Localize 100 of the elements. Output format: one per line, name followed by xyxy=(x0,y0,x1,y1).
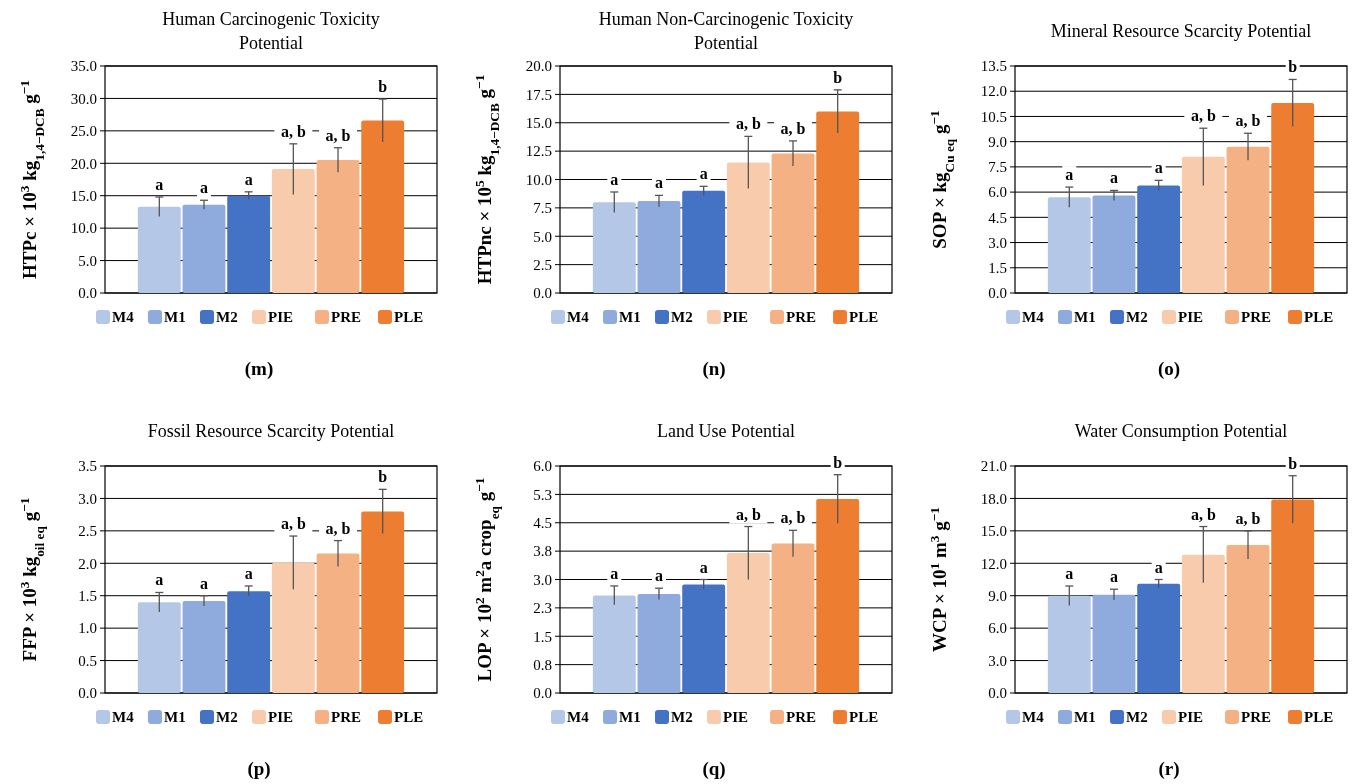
bar xyxy=(137,206,181,293)
bar xyxy=(682,584,726,693)
y-tick-label: 1.5 xyxy=(533,628,552,645)
text: (m) xyxy=(244,358,274,380)
legend-label: M4 xyxy=(1022,709,1045,726)
bar xyxy=(271,169,315,293)
bar xyxy=(1137,583,1181,693)
bar xyxy=(1181,554,1225,693)
annotation: a, b xyxy=(1190,107,1216,125)
y-tick-label: 6.0 xyxy=(533,458,552,475)
y-tick-label: 25.0 xyxy=(70,123,97,140)
legend-label: M1 xyxy=(164,709,186,726)
annotation: a xyxy=(699,558,708,576)
bar xyxy=(227,195,271,293)
y-tick-label: 0.0 xyxy=(988,685,1007,702)
annotation: a, b xyxy=(735,115,761,133)
y-tick-label: 1.0 xyxy=(78,620,97,637)
bar xyxy=(1137,185,1181,293)
legend-label: PLE xyxy=(1304,709,1334,726)
annotation: a, b xyxy=(735,505,761,523)
bar xyxy=(726,553,770,693)
bar xyxy=(1047,197,1091,293)
y-tick-label: 3.0 xyxy=(533,571,552,588)
y-tick-label: 1.5 xyxy=(78,587,97,604)
bar xyxy=(1226,146,1270,293)
y-tick-label: 17.5 xyxy=(525,86,552,103)
text: (r) xyxy=(1158,758,1180,780)
annotation: a xyxy=(1154,558,1163,576)
legend-label: M2 xyxy=(216,709,238,726)
annotation: a, b xyxy=(280,515,306,533)
y-tick-label: 7.5 xyxy=(533,200,552,217)
legend-label: PRE xyxy=(331,309,361,326)
legend-label: PRE xyxy=(1241,309,1271,326)
y-tick-label: 3.0 xyxy=(988,234,1007,251)
legend-label: PRE xyxy=(786,709,816,726)
legend-label: PLE xyxy=(394,709,424,726)
y-tick-label: 10.0 xyxy=(525,171,552,188)
legend-label: PIE xyxy=(723,709,749,726)
y-tick-label: 10.5 xyxy=(980,108,1007,125)
annotation: a, b xyxy=(325,519,351,537)
y-tick-label: 9.0 xyxy=(988,133,1007,150)
legend-label: M2 xyxy=(1126,709,1148,726)
y-tick-label: 6.0 xyxy=(988,620,1007,637)
text: (q) xyxy=(702,758,726,780)
legend-label: M4 xyxy=(567,309,590,326)
annotation: a xyxy=(199,179,208,197)
annotation: a xyxy=(155,176,164,194)
text: (p) xyxy=(247,758,271,780)
y-tick-label: 10.0 xyxy=(70,220,97,237)
legend-label: PRE xyxy=(1241,709,1271,726)
legend-label: PIE xyxy=(268,709,294,726)
y-tick-label: 2.5 xyxy=(533,256,552,273)
y-tick-label: 5.3 xyxy=(533,486,552,503)
legend-label: M2 xyxy=(671,709,693,726)
legend-label: M4 xyxy=(1022,309,1045,326)
y-tick-label: 15.0 xyxy=(70,187,97,204)
bar xyxy=(1047,595,1091,693)
y-tick-label: 20.0 xyxy=(525,58,552,75)
legend-label: PLE xyxy=(849,309,879,326)
bar xyxy=(771,153,815,293)
annotation: b xyxy=(833,453,843,471)
bar xyxy=(726,162,770,293)
bar xyxy=(816,498,860,693)
bar xyxy=(816,111,860,293)
legend-label: M4 xyxy=(112,309,135,326)
legend-label: PIE xyxy=(1178,709,1204,726)
legend-label: PRE xyxy=(786,309,816,326)
annotation: a xyxy=(244,564,253,582)
annotation: a xyxy=(654,174,663,192)
bar xyxy=(316,160,360,293)
annotation: b xyxy=(833,68,843,86)
y-tick-label: 2.3 xyxy=(533,600,552,617)
bar xyxy=(592,202,636,293)
text: (o) xyxy=(1157,358,1181,380)
y-tick-label: 15.0 xyxy=(525,115,552,131)
y-tick-label: 3.0 xyxy=(78,490,97,507)
legend-label: M4 xyxy=(567,709,590,726)
legend-label: M1 xyxy=(1074,309,1096,326)
y-tick-label: 12.5 xyxy=(525,143,552,160)
y-tick-label: 1.5 xyxy=(988,260,1007,277)
annotation: a xyxy=(155,571,164,589)
bar xyxy=(1181,156,1225,293)
annotation: a xyxy=(1109,169,1118,187)
annotation: a, b xyxy=(780,509,806,527)
annotation: a, b xyxy=(1235,112,1261,130)
annotation: a xyxy=(610,170,619,188)
legend-label: PLE xyxy=(1304,309,1334,326)
y-tick-label: 0.0 xyxy=(533,285,552,302)
annotation: a, b xyxy=(1235,509,1261,527)
bar xyxy=(182,204,226,293)
bar xyxy=(182,600,226,693)
y-tick-label: 3.5 xyxy=(78,458,97,475)
y-tick-label: 18.0 xyxy=(980,490,1007,507)
y-tick-label: 0.0 xyxy=(533,685,552,702)
y-tick-label: 4.5 xyxy=(533,515,552,531)
legend-label: PRE xyxy=(331,709,361,726)
y-tick-label: 35.0 xyxy=(70,58,97,75)
chart-title: Land Use Potential xyxy=(657,421,795,441)
bar xyxy=(771,543,815,693)
chart-title: Human Non-Carcinogenic Toxicity Potential xyxy=(598,9,854,53)
